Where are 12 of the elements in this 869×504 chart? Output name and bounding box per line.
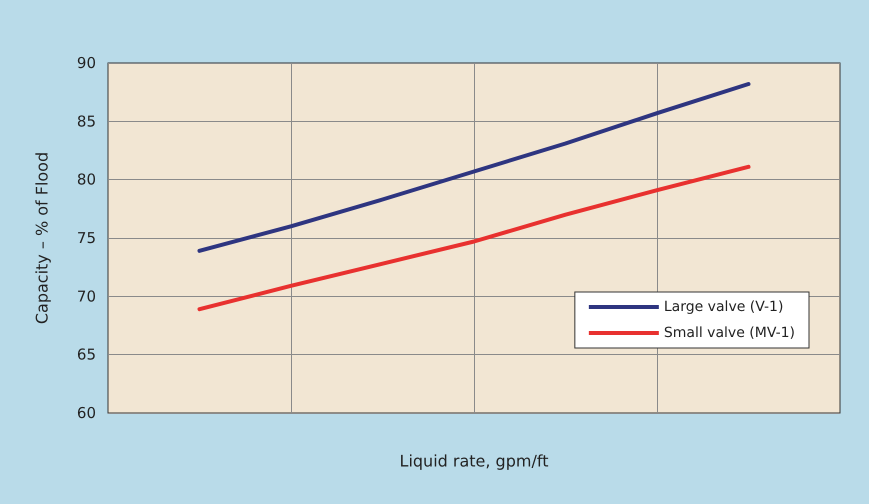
legend-label: Small valve (MV-1) [664, 325, 795, 341]
line-series [198, 82, 750, 253]
x-axis-title: Liquid rate, gpm/ft [400, 452, 548, 470]
y-tick-label: 85 [76, 112, 96, 130]
y-axis-title: Capacity – % of Flood [32, 152, 52, 324]
y-tick-label: 70 [76, 287, 96, 306]
legend-label: Large valve (V-1) [664, 299, 784, 315]
y-tick-label: 90 [76, 54, 96, 72]
y-tick-label: 65 [76, 346, 96, 364]
y-tick-label: 75 [76, 229, 96, 247]
y-tick-label: 60 [76, 404, 96, 422]
y-tick-label: 80 [76, 170, 96, 189]
